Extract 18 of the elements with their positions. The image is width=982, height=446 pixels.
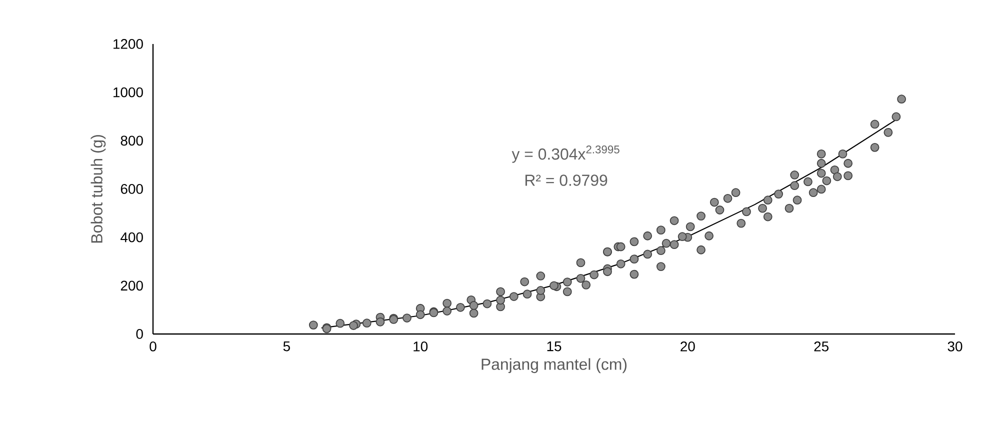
- y-tick-label: 200: [120, 280, 143, 291]
- x-tick-label: 5: [283, 342, 290, 352]
- y-tick-label: 1200: [114, 39, 143, 49]
- annotation: y = 0.304x$^{2.3995}$: [512, 146, 620, 163]
- x-tick-label: 20: [680, 341, 695, 352]
- annotation: R² = 0.9799: [525, 174, 608, 186]
- x-tick-label: 30: [948, 341, 962, 352]
- y-tick-label: 800: [120, 136, 143, 146]
- y-tick-label: 0: [136, 329, 143, 339]
- y-tick-label: 600: [120, 184, 143, 194]
- y-axis-title: Bobot tubuh (g): [90, 135, 106, 243]
- x-tick-label: 10: [414, 341, 428, 352]
- y-tick-label: 400: [120, 232, 143, 242]
- x-tick-label: 15: [547, 342, 562, 352]
- x-axis-title: Panjang mantel (cm): [482, 358, 627, 374]
- x-tick-label: 0: [150, 341, 156, 352]
- x-tick-label: 25: [814, 341, 829, 352]
- y-tick-label: 1000: [114, 87, 143, 98]
